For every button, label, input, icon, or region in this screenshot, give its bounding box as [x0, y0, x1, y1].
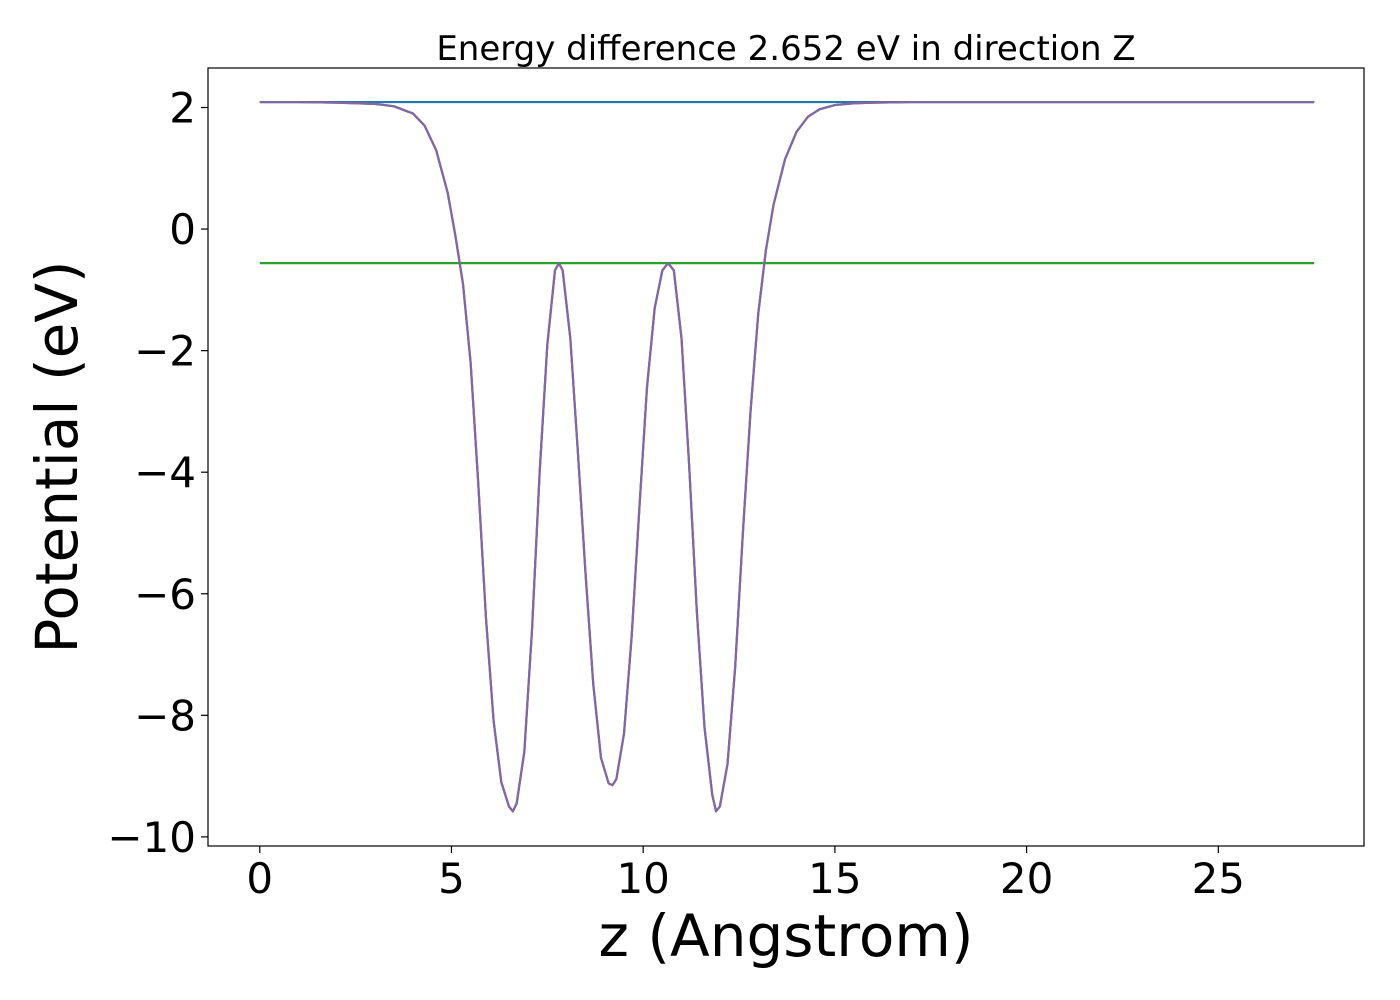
y-tick-label: −10 [107, 813, 196, 862]
y-tick-label: −8 [134, 691, 196, 740]
x-tick-label: 15 [808, 854, 861, 903]
chart-title: Energy difference 2.652 eV in direction … [436, 29, 1135, 69]
x-tick-label: 5 [438, 854, 465, 903]
y-tick-label: 2 [169, 84, 196, 133]
series-layer [259, 100, 1315, 813]
plot-frame [207, 67, 1365, 847]
x-axis: 0 5 10 15 20 25 [246, 846, 1245, 903]
y-tick-label: −6 [134, 570, 196, 619]
x-tick-label: 20 [1000, 854, 1053, 903]
series-line-4 [259, 100, 1315, 813]
y-tick-label: −4 [134, 448, 196, 497]
y-axis-label: Potential (eV) [23, 260, 91, 653]
x-tick-label: 10 [616, 854, 669, 903]
y-tick-label: −2 [134, 327, 196, 376]
y-tick-label: 0 [169, 205, 196, 254]
y-axis: 2 0 −2 −4 −6 −8 −10 [107, 84, 208, 862]
x-axis-label: z (Angstrom) [599, 902, 974, 970]
x-tick-label: 25 [1192, 854, 1245, 903]
x-tick-label: 0 [246, 854, 273, 903]
